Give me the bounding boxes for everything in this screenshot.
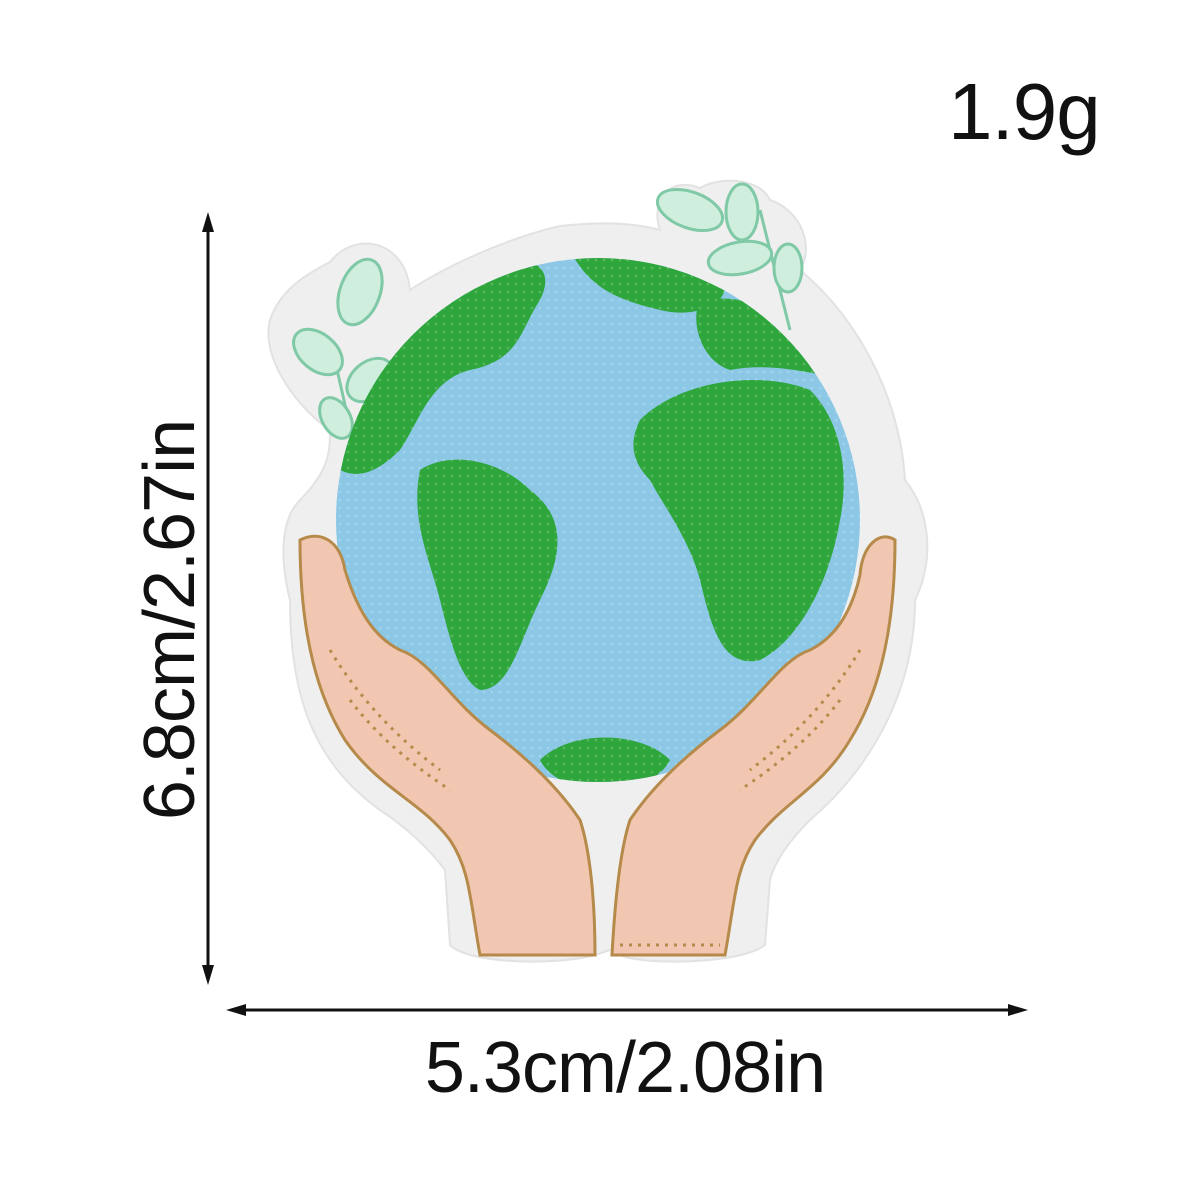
- right-branch-leaves: [655, 182, 804, 331]
- width-dimension-label: 5.3cm/2.08in: [424, 1028, 826, 1108]
- height-arrow: [202, 212, 214, 985]
- finger-stitching: [328, 649, 862, 947]
- globe: [336, 258, 860, 782]
- width-arrow: [226, 1004, 1028, 1016]
- right-hand: [610, 535, 897, 957]
- left-hand: [298, 534, 597, 957]
- hands: [298, 534, 897, 957]
- weight-label: 1.9g: [948, 67, 1101, 156]
